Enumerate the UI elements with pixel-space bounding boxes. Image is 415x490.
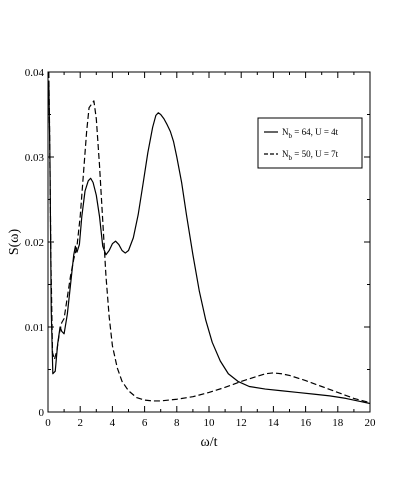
legend-box [257, 117, 363, 169]
y-tick-label: 0.01 [25, 322, 44, 334]
series-line-2 [48, 71, 371, 404]
y-tick-label: 0.02 [25, 237, 44, 249]
x-tick-label: 12 [236, 417, 247, 429]
x-tick-label: 10 [204, 417, 216, 429]
x-tick-label: 4 [110, 417, 116, 429]
legend-label-1: Nb = 64, U = 4t [282, 127, 339, 140]
series-line-1 [48, 80, 371, 405]
axis-ticks: 0 2 4 6 8 10 12 14 16 18 20 0 0.01 0.02 0.03 0.04 [25, 67, 376, 429]
y-tick-label: 0.04 [25, 67, 45, 79]
series-layer [48, 71, 371, 405]
legend: Nb = 64, U = 4t Nb = 50, U = 7t [257, 117, 363, 169]
x-tick-label: 0 [45, 417, 51, 429]
y-axis-title: S(ω) [7, 229, 22, 256]
x-tick-label: 20 [365, 417, 377, 429]
x-tick-label: 2 [77, 417, 83, 429]
x-tick-label: 16 [300, 417, 312, 429]
x-tick-label: 18 [332, 417, 344, 429]
legend-label-2: Nb = 50, U = 7t [282, 149, 339, 162]
y-tick-label: 0 [39, 407, 45, 419]
x-tick-label: 8 [174, 417, 180, 429]
x-tick-label: 14 [268, 417, 280, 429]
x-tick-label: 6 [142, 417, 148, 429]
x-axis-title: ω/t [201, 435, 218, 450]
y-tick-label: 0.03 [25, 152, 45, 164]
